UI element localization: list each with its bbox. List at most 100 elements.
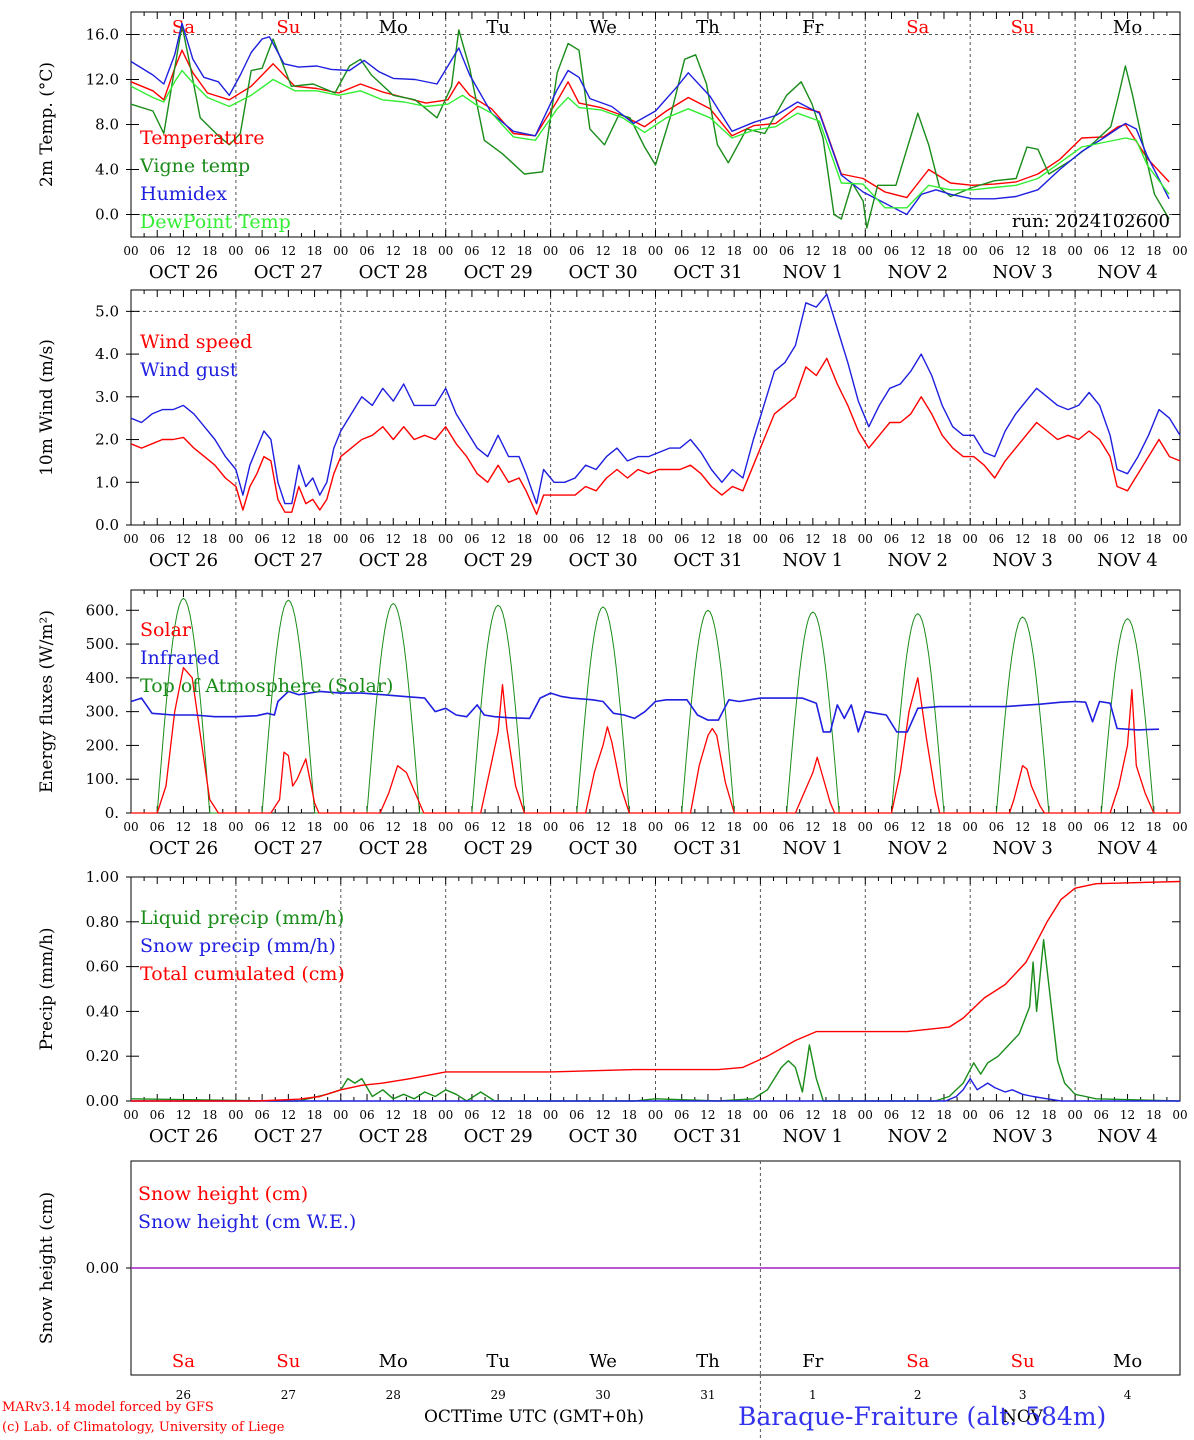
x-date-label: NOV 1 <box>783 838 843 859</box>
toa-solar-line <box>235 599 341 814</box>
x-hour-label: 18 <box>307 532 322 546</box>
wind-gust-line <box>130 293 1181 505</box>
weekday-label: Fr <box>802 1351 823 1372</box>
y-tick-label: 0.00 <box>86 1259 119 1277</box>
x-hour-label: 18 <box>1041 820 1056 834</box>
toa-solar-line <box>865 613 971 814</box>
weekday-label: Mo <box>1113 1351 1142 1372</box>
x-date-label: NOV 4 <box>1097 838 1157 859</box>
x-date-label: OCT 30 <box>568 1126 637 1147</box>
x-hour-label: 18 <box>936 244 951 258</box>
x-hour-label: 18 <box>1041 532 1056 546</box>
snow-precip-mm-h-line <box>131 1077 1180 1102</box>
x-date-label: OCT 27 <box>254 1126 323 1147</box>
x-hour-label: 06 <box>674 244 689 258</box>
weekday-label: Su <box>1011 17 1035 38</box>
x-date-label: OCT 26 <box>149 838 218 859</box>
x-hour-label: 18 <box>202 532 217 546</box>
x-hour-label: 00 <box>1067 244 1082 258</box>
x-hour-label: 18 <box>1041 1108 1056 1122</box>
x-hour-label: 00 <box>123 244 138 258</box>
x-hour-label: 06 <box>884 532 899 546</box>
x-hour-label: 12 <box>595 820 610 834</box>
y-axis-label: Snow height (cm) <box>37 1192 57 1344</box>
x-hour-label: 00 <box>963 244 978 258</box>
x-hour-label: 06 <box>989 820 1004 834</box>
x-hour-label: 18 <box>936 1108 951 1122</box>
x-date-label: OCT 31 <box>673 262 742 283</box>
x-date-label: OCT 29 <box>464 262 533 283</box>
y-tick-label: 16.0 <box>86 26 119 44</box>
x-hour-label: 06 <box>464 1108 479 1122</box>
x-hour-label: 12 <box>176 532 191 546</box>
x-date-label: NOV 2 <box>888 1126 948 1147</box>
x-hour-label: 18 <box>831 532 846 546</box>
x-hour-label: 00 <box>438 1108 453 1122</box>
x-hour-label: 06 <box>464 244 479 258</box>
x-hour-label: 18 <box>727 244 742 258</box>
toa-solar-line <box>445 604 551 814</box>
x-hour-label: 00 <box>648 820 663 834</box>
x-date-label: NOV 1 <box>783 1126 843 1147</box>
x-hour-label: 18 <box>517 820 532 834</box>
x-hour-label: 06 <box>569 1108 584 1122</box>
y-tick-label: 12.0 <box>86 71 119 89</box>
x-hour-label: 06 <box>254 532 269 546</box>
toa-solar-line <box>340 603 446 814</box>
weekday-label: We <box>589 1351 617 1372</box>
x-hour-label: 18 <box>202 244 217 258</box>
dewpoint-temp-line <box>130 69 1170 209</box>
y-tick-label: 600. <box>86 601 119 619</box>
y-tick-label: 0. <box>105 804 119 822</box>
x-hour-label: 00 <box>753 820 768 834</box>
day-number-label: 29 <box>491 1388 506 1402</box>
day-number-label: 1 <box>809 1388 817 1402</box>
y-tick-label: 5.0 <box>95 302 119 320</box>
y-axis-label: 10m Wind (m/s) <box>37 339 57 476</box>
y-tick-label: 200. <box>86 736 119 754</box>
y-tick-label: 0.0 <box>95 206 119 224</box>
x-date-label: OCT 26 <box>149 550 218 571</box>
x-hour-label: 12 <box>595 532 610 546</box>
x-hour-label: 06 <box>989 1108 1004 1122</box>
y-tick-label: 8.0 <box>95 116 119 134</box>
x-hour-label: 18 <box>202 820 217 834</box>
x-hour-label: 18 <box>622 820 637 834</box>
x-date-label: OCT 29 <box>464 838 533 859</box>
x-hour-label: 18 <box>936 532 951 546</box>
legend-entry: Temperature <box>140 127 264 149</box>
x-hour-label: 18 <box>517 532 532 546</box>
x-hour-label: 12 <box>491 244 506 258</box>
x-hour-label: 12 <box>1015 1108 1030 1122</box>
total-cumulated-cm-line <box>131 880 1181 1102</box>
y-tick-label: 0.60 <box>86 958 119 976</box>
x-hour-label: 00 <box>648 532 663 546</box>
x-hour-label: 06 <box>254 820 269 834</box>
day-number-label: 31 <box>700 1388 715 1402</box>
x-hour-label: 18 <box>831 820 846 834</box>
x-hour-label: 12 <box>1015 244 1030 258</box>
x-hour-label: 12 <box>1120 244 1135 258</box>
x-date-label: NOV 3 <box>992 262 1052 283</box>
y-tick-label: 100. <box>86 770 119 788</box>
x-hour-label: 00 <box>228 244 243 258</box>
x-hour-label: 18 <box>412 1108 427 1122</box>
x-hour-label: 18 <box>831 1108 846 1122</box>
x-date-label: OCT 26 <box>149 262 218 283</box>
legend-entry: Wind speed <box>140 331 252 353</box>
station-name: Baraque-Fraiture (alt. 584m) <box>738 1402 1107 1431</box>
x-date-label: NOV 3 <box>992 550 1052 571</box>
legend-entry: Wind gust <box>140 359 238 381</box>
toa-solar-line <box>655 609 761 814</box>
x-hour-label: 18 <box>517 244 532 258</box>
x-hour-label: 12 <box>491 532 506 546</box>
wind-speed-line <box>130 357 1181 515</box>
x-date-label: NOV 4 <box>1097 550 1157 571</box>
x-hour-label: 12 <box>910 1108 925 1122</box>
x-hour-label: 00 <box>543 1108 558 1122</box>
month-oct-label: OCT <box>424 1407 463 1427</box>
weekday-label: Th <box>696 17 720 38</box>
infrared-line <box>130 690 1160 733</box>
legend-entry: Humidex <box>140 183 227 205</box>
panel-wind: 0.0 1.0 2.0 3.0 4.0 5.0 10m Wind (m/s) 00 06 12 18… <box>37 289 1188 571</box>
